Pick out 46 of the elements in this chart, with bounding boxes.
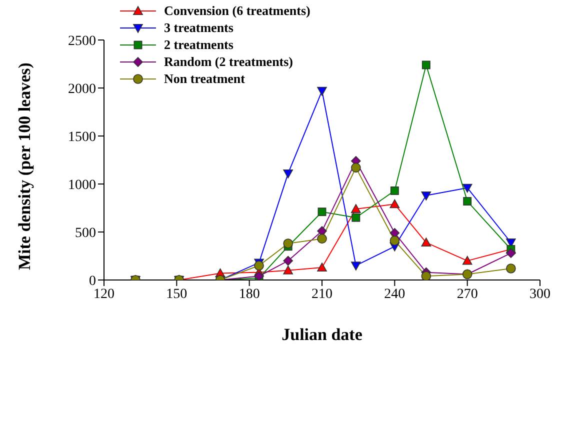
point — [506, 264, 516, 274]
legend-label: 3 treatments — [164, 19, 234, 36]
point — [421, 238, 432, 247]
legend-label: 2 treatments — [164, 36, 234, 53]
point — [351, 204, 361, 213]
point — [283, 266, 293, 274]
point — [317, 86, 327, 96]
x-tick-label: 210 — [312, 286, 332, 302]
point — [283, 256, 293, 266]
point — [390, 228, 400, 238]
point — [506, 248, 516, 258]
point — [421, 192, 432, 200]
point — [463, 197, 472, 206]
point — [351, 262, 361, 270]
point — [422, 60, 430, 70]
point — [317, 226, 327, 236]
y-tick-label: 0 — [89, 274, 96, 289]
legend-label: Convension (6 treatments) — [164, 2, 310, 19]
point — [390, 236, 400, 246]
x-axis-title: Julian date — [282, 325, 363, 344]
y-tick-label: 500 — [75, 226, 96, 241]
x-tick-label: 240 — [384, 286, 406, 302]
point — [352, 213, 360, 222]
legend-label: Non treatment — [164, 70, 245, 87]
y-tick-label: 2500 — [68, 34, 96, 49]
y-axis-title: Mite density (per 100 leaves) — [15, 62, 34, 270]
x-tick-label: 300 — [530, 286, 550, 302]
legend-label: Random (2 treatments) — [164, 53, 294, 70]
y-tick-label: 2000 — [68, 82, 96, 97]
point — [318, 208, 326, 216]
point — [351, 162, 361, 173]
x-tick-label: 120 — [94, 286, 114, 302]
y-tick-label: 1000 — [68, 178, 96, 193]
x-tick-label: 150 — [166, 286, 188, 302]
point — [283, 169, 293, 178]
point — [283, 238, 293, 248]
point — [421, 271, 432, 280]
point — [462, 256, 472, 265]
point — [317, 234, 327, 244]
point — [317, 262, 327, 272]
point — [390, 199, 400, 208]
point — [390, 186, 399, 195]
x-tick-label: 270 — [456, 286, 478, 302]
point — [462, 184, 472, 193]
x-tick-label: 180 — [238, 286, 260, 302]
y-tick-label: 1500 — [68, 130, 96, 145]
